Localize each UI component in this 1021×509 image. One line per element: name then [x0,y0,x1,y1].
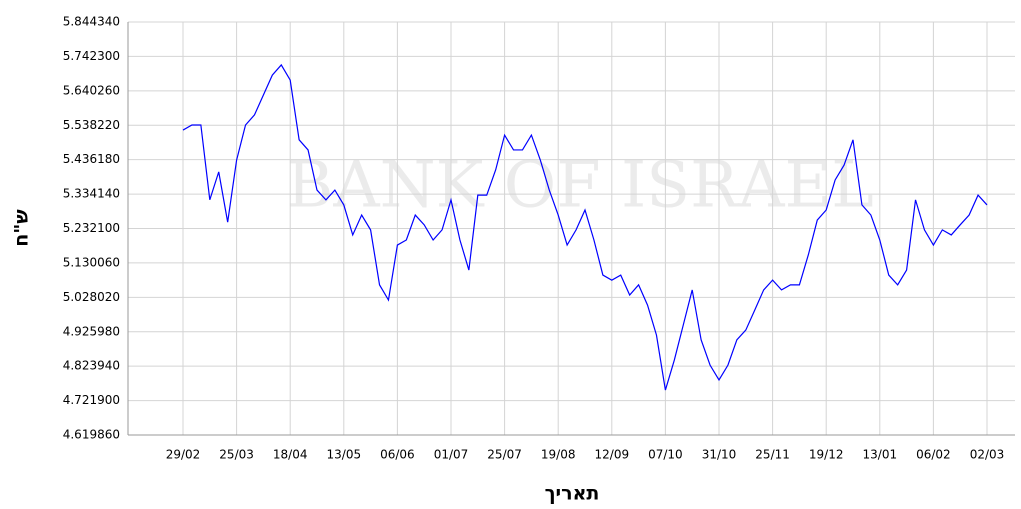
y-tick-label: 5.640260 [63,83,120,97]
y-tick-label: 5.130060 [63,255,120,269]
x-tick-label: 07/10 [648,448,683,462]
y-tick-label: 5.436180 [63,152,120,166]
y-tick-label: 4.925980 [63,324,120,338]
x-tick-label: 29/02 [166,448,201,462]
y-tick-label: 5.334140 [63,187,120,201]
y-tick-label: 4.823940 [63,359,120,373]
y-axis-label: ש"ח [11,209,33,247]
x-tick-label: 13/05 [327,448,362,462]
x-tick-label: 31/10 [702,448,737,462]
x-tick-label: 06/06 [380,448,415,462]
data-line [182,63,988,391]
x-tick-label: 25/03 [219,448,254,462]
x-tick-label: 01/07 [434,448,469,462]
x-tick-label: 19/12 [809,448,844,462]
x-tick-label: 19/08 [541,448,576,462]
y-tick-label: 4.721900 [63,393,120,407]
y-tick-label: 5.538220 [63,118,120,132]
x-tick-label: 02/03 [970,448,1005,462]
y-tick-label: 5.232100 [63,221,120,235]
x-tick-label: 25/07 [487,448,522,462]
y-tick-label: 5.028020 [63,290,120,304]
y-tick-label: 5.742300 [63,49,120,63]
x-tick-label: 06/02 [916,448,951,462]
x-tick-label: 25/11 [755,448,790,462]
y-tick-label: 4.619860 [63,428,120,442]
watermark: BANK OF ISRAEL [286,149,873,223]
x-tick-label: 12/09 [595,448,630,462]
y-tick-label: 5.844340 [63,15,120,29]
x-tick-label: 13/01 [863,448,898,462]
x-tick-label: 18/04 [273,448,308,462]
x-axis-label: תאריך [545,483,600,505]
